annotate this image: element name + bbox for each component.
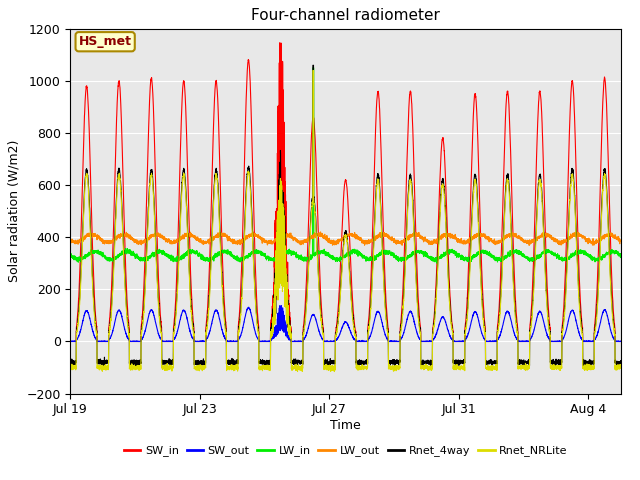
- LW_in: [116, 251, 124, 257]
- Rnet_4way: [116, 178, 124, 184]
- LW_in: [309, 65, 317, 71]
- LW_out: [67, 239, 74, 244]
- Line: Rnet_4way: Rnet_4way: [70, 65, 621, 367]
- Rnet_NRLite: [460, 366, 468, 372]
- SW_in: [276, 40, 284, 46]
- Rnet_NRLite: [399, 309, 407, 315]
- LW_out: [154, 231, 162, 237]
- Rnet_4way: [617, 360, 625, 365]
- Rnet_NRLite: [617, 364, 625, 370]
- Line: LW_in: LW_in: [70, 68, 621, 263]
- Rnet_NRLite: [154, 297, 162, 303]
- SW_in: [154, 266, 162, 272]
- X-axis label: Time: Time: [330, 419, 361, 432]
- SW_in: [67, 338, 74, 344]
- SW_out: [181, 309, 189, 315]
- Rnet_NRLite: [67, 364, 74, 370]
- Y-axis label: Solar radiation (W/m2): Solar radiation (W/m2): [8, 140, 20, 282]
- LW_out: [617, 238, 625, 243]
- SW_out: [399, 333, 407, 338]
- SW_out: [276, 303, 284, 309]
- Rnet_4way: [67, 360, 74, 366]
- Rnet_4way: [309, 62, 317, 68]
- LW_out: [181, 234, 189, 240]
- SW_out: [460, 338, 468, 344]
- SW_in: [404, 110, 412, 116]
- Rnet_4way: [181, 176, 189, 181]
- Line: LW_out: LW_out: [70, 232, 621, 245]
- SW_in: [617, 338, 625, 344]
- Line: SW_out: SW_out: [70, 306, 621, 341]
- LW_in: [433, 260, 440, 266]
- SW_out: [117, 309, 125, 315]
- Line: SW_in: SW_in: [70, 43, 621, 341]
- Line: Rnet_NRLite: Rnet_NRLite: [70, 71, 621, 372]
- Legend: SW_in, SW_out, LW_in, LW_out, Rnet_4way, Rnet_NRLite: SW_in, SW_out, LW_in, LW_out, Rnet_4way,…: [119, 441, 572, 461]
- SW_in: [460, 338, 468, 344]
- SW_out: [154, 331, 162, 336]
- SW_out: [617, 338, 625, 344]
- LW_in: [154, 247, 162, 253]
- SW_out: [405, 311, 413, 316]
- Rnet_4way: [452, 364, 460, 370]
- Rnet_NRLite: [405, 189, 413, 195]
- LW_in: [404, 253, 412, 259]
- Rnet_NRLite: [181, 182, 189, 188]
- Rnet_NRLite: [331, 369, 339, 374]
- SW_in: [116, 96, 124, 102]
- Rnet_NRLite: [116, 185, 124, 191]
- LW_in: [460, 255, 468, 261]
- Rnet_4way: [154, 291, 162, 297]
- LW_out: [116, 231, 124, 237]
- SW_in: [181, 92, 189, 98]
- LW_out: [317, 229, 324, 235]
- Rnet_4way: [399, 306, 406, 312]
- SW_out: [67, 338, 74, 344]
- LW_in: [181, 251, 189, 256]
- LW_in: [67, 252, 74, 258]
- LW_out: [399, 238, 406, 244]
- Text: HS_met: HS_met: [79, 35, 132, 48]
- LW_out: [404, 237, 412, 242]
- Rnet_4way: [404, 185, 412, 191]
- Title: Four-channel radiometer: Four-channel radiometer: [251, 9, 440, 24]
- Rnet_NRLite: [309, 68, 317, 73]
- LW_in: [399, 255, 406, 261]
- SW_out: [67, 338, 74, 344]
- SW_in: [399, 290, 406, 296]
- LW_out: [525, 242, 533, 248]
- Rnet_4way: [460, 357, 468, 362]
- LW_in: [617, 254, 625, 260]
- LW_out: [460, 240, 468, 245]
